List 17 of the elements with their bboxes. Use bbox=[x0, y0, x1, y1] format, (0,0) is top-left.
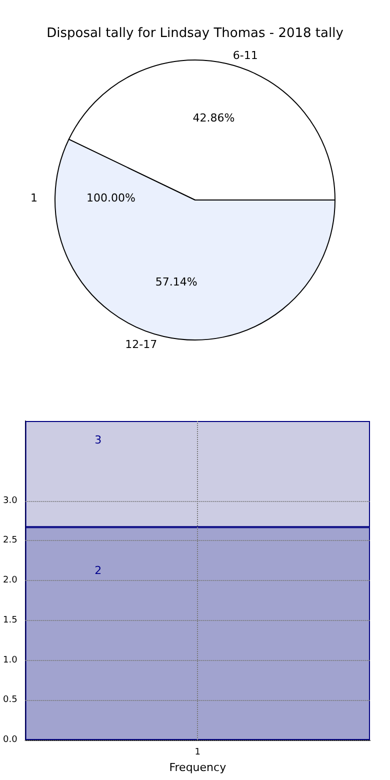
y-tick-label: 0.5 bbox=[2, 695, 18, 706]
y-tick-label: 1.5 bbox=[2, 615, 18, 626]
data-label: 42.86% bbox=[192, 112, 235, 125]
chart-title: Disposal tally for Lindsay Thomas - 2018 tally bbox=[46, 26, 344, 41]
y-tick-label: 0.0 bbox=[2, 735, 18, 745]
data-label: 57.14% bbox=[155, 275, 198, 288]
slice-label: 6-11 bbox=[232, 49, 258, 62]
annotation: 2 bbox=[94, 564, 102, 578]
y-tick-label: 2.5 bbox=[2, 536, 18, 546]
y-tick-label: 2.0 bbox=[2, 576, 18, 586]
x-axis-title: Frequency bbox=[169, 760, 227, 774]
y-tick-label: 3.0 bbox=[2, 496, 18, 506]
text: 100.00% bbox=[86, 192, 136, 204]
y-tick-label: 1.0 bbox=[2, 655, 18, 666]
slice-label: 12-17 bbox=[125, 338, 158, 351]
text: 1 bbox=[30, 192, 38, 204]
annotation: 3 bbox=[94, 433, 102, 446]
